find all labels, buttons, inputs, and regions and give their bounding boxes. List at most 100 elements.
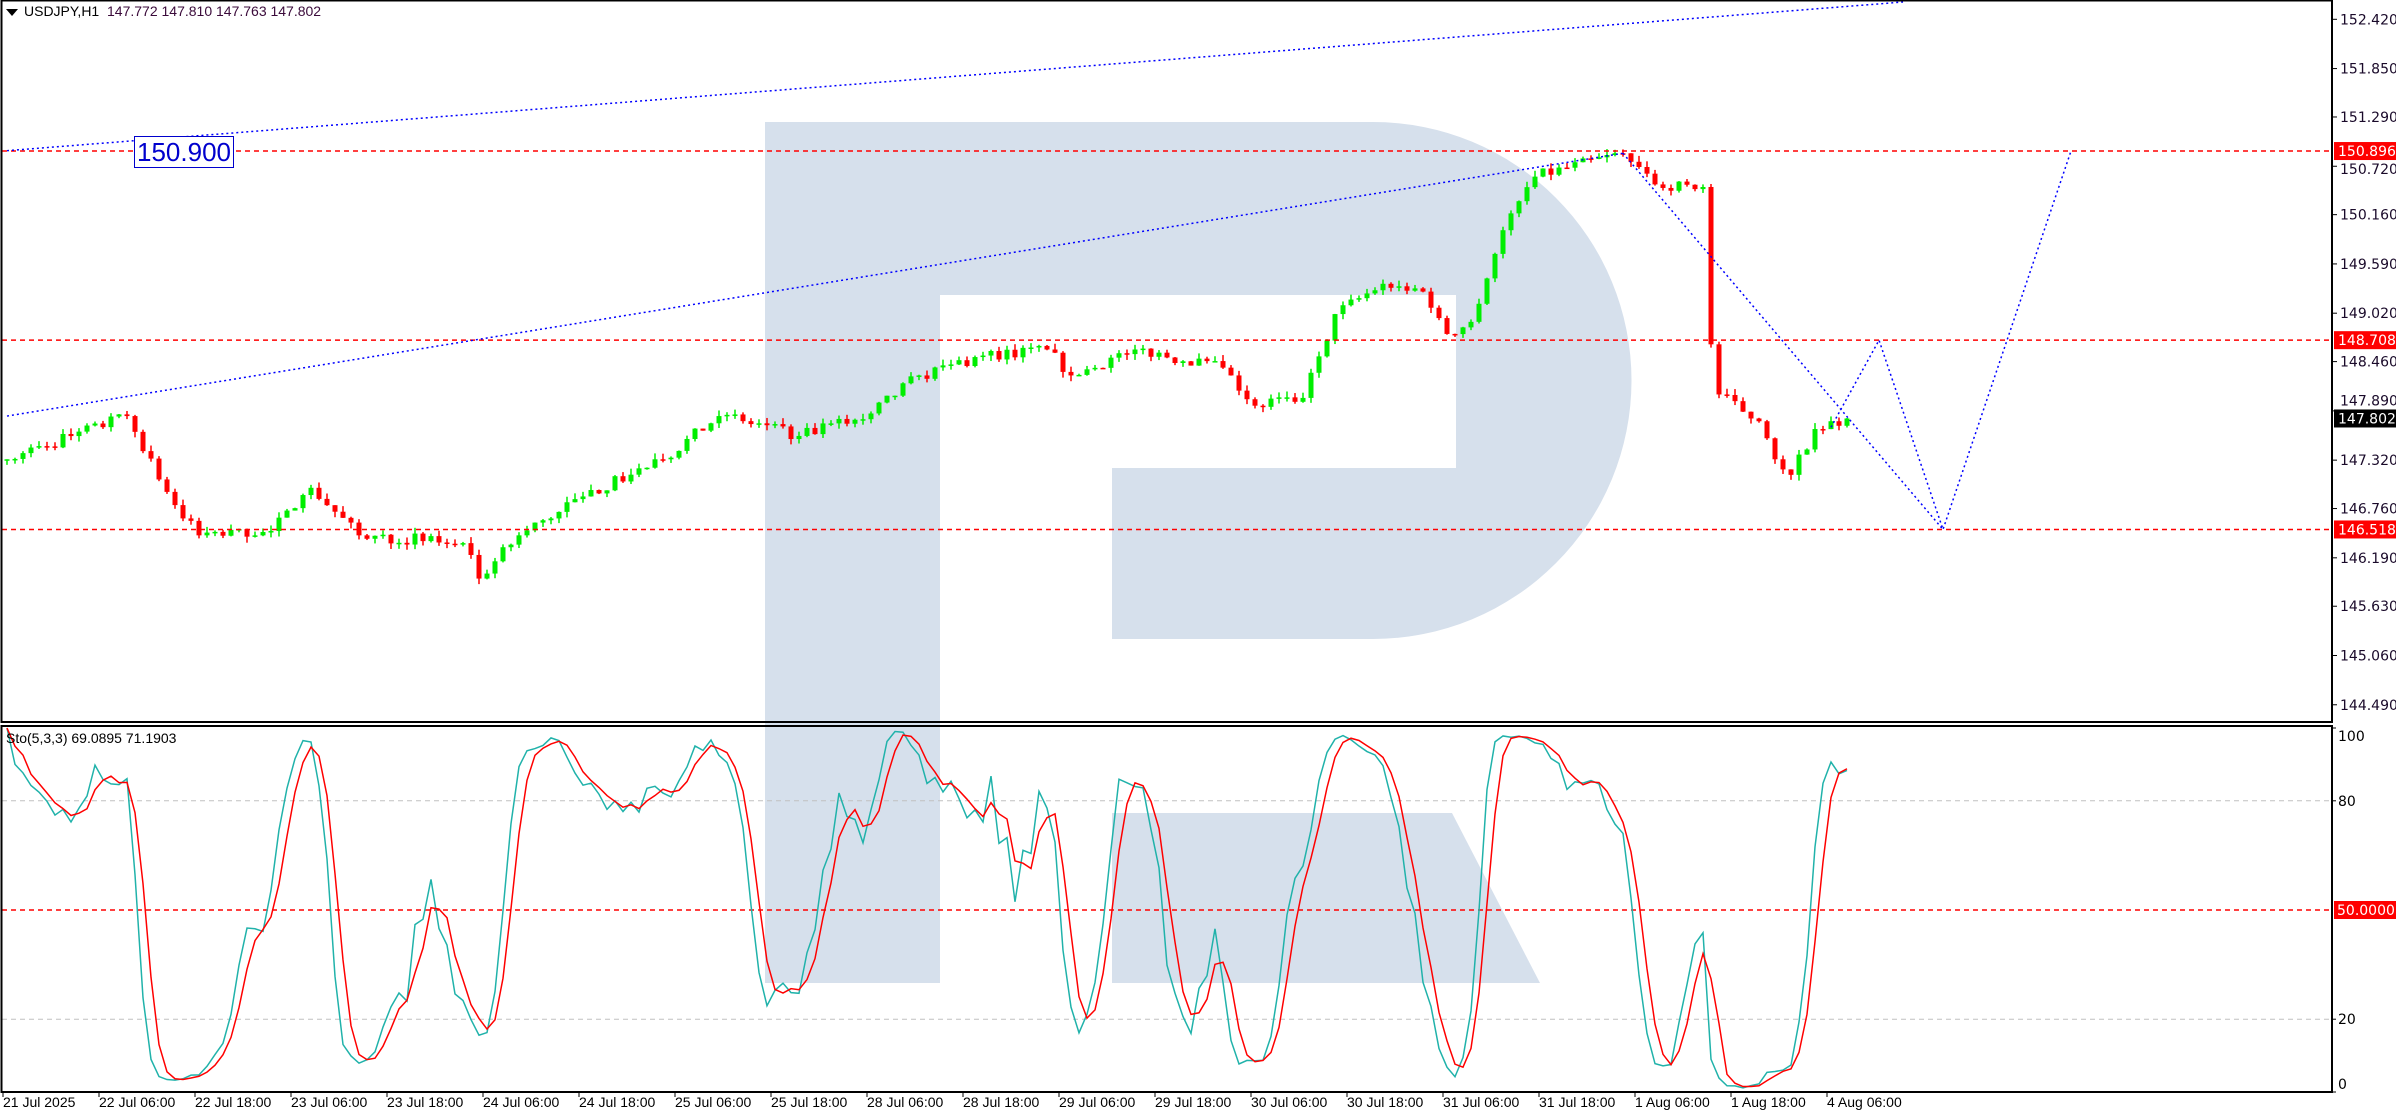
stochastic-panel-frame [0, 725, 2333, 1093]
candle-body [1116, 353, 1122, 358]
level-price-badge [2334, 331, 2396, 350]
candle-body [1204, 358, 1210, 362]
time-tick-label: 23 Jul 06:00 [291, 1094, 367, 1110]
candle-body [668, 457, 674, 460]
forecast-path[interactable] [1622, 152, 1944, 530]
time-tick-label: 24 Jul 06:00 [483, 1094, 559, 1110]
time-tick-label: 22 Jul 06:00 [99, 1094, 175, 1110]
candle-body [940, 365, 946, 368]
candle-body [404, 542, 410, 545]
price-annotation-label[interactable]: 150.900 [134, 136, 234, 168]
candle-body [1460, 327, 1466, 335]
candle-body [1844, 418, 1850, 426]
candle-body [1196, 358, 1202, 366]
candle-body [660, 459, 666, 461]
candle-body [1564, 167, 1570, 170]
candle-body [1028, 347, 1034, 349]
candle-body [1124, 353, 1130, 355]
time-tick-label: 1 Aug 06:00 [1635, 1094, 1710, 1110]
ohlc-values: 147.772 147.810 147.763 147.802 [107, 3, 322, 19]
candle-body [1380, 283, 1386, 291]
candle-body [476, 554, 482, 579]
candle-body [260, 532, 266, 536]
candle-body [1780, 459, 1786, 470]
candle-body [428, 536, 434, 542]
candle-body [964, 360, 970, 367]
candle-body [732, 414, 738, 416]
candle-body [868, 413, 874, 420]
candle-body [908, 376, 914, 384]
candle-body [1188, 361, 1194, 366]
candle-body [1060, 352, 1066, 372]
candle-body [684, 438, 690, 451]
candle-body [268, 531, 274, 533]
price-tick-label: 149.590 [2340, 257, 2396, 273]
candle-body [1796, 454, 1802, 475]
time-tick-label: 29 Jul 06:00 [1059, 1094, 1135, 1110]
candle-body [1140, 348, 1146, 351]
stochastic-signal-line [6, 727, 1848, 1088]
candle-body [1572, 162, 1578, 168]
candle-body [276, 517, 282, 532]
candle-body [1444, 318, 1450, 334]
candle-body [52, 446, 58, 448]
stochastic-title: Sto(5,3,3) 69.0895 71.1903 [6, 730, 177, 746]
candle-body [1700, 186, 1706, 190]
candle-body [188, 518, 194, 521]
candle-body [204, 532, 210, 536]
candle-body [700, 428, 706, 431]
candle-body [1044, 345, 1050, 350]
candles [4, 149, 1850, 585]
candle-body [1804, 449, 1810, 455]
time-tick-label: 29 Jul 18:00 [1155, 1094, 1231, 1110]
candle-body [1532, 176, 1538, 188]
candle-body [1716, 344, 1722, 395]
candle-body [100, 423, 106, 428]
price-tick-label: 148.460 [2340, 355, 2396, 371]
trendline[interactable] [6, 1, 1904, 152]
candle-body [1484, 278, 1490, 304]
candle-body [620, 476, 626, 482]
candle-body [444, 542, 450, 544]
candle-body [772, 424, 778, 426]
candle-body [996, 351, 1002, 360]
candle-body [1132, 349, 1138, 355]
candle-body [396, 542, 402, 545]
candle-body [1548, 168, 1554, 175]
time-tick-label: 1 Aug 18:00 [1731, 1094, 1806, 1110]
candle-body [452, 543, 458, 546]
candle-body [1668, 187, 1674, 191]
candle-body [756, 423, 762, 425]
candle-body [1660, 184, 1666, 188]
candle-body [1100, 367, 1106, 370]
candle-body [1332, 314, 1338, 341]
candle-body [524, 530, 530, 536]
candle-body [860, 419, 866, 421]
candle-body [1692, 184, 1698, 190]
candle-body [1516, 201, 1522, 214]
candle-body [1292, 397, 1298, 402]
candle-body [812, 427, 818, 435]
candle-body [140, 431, 146, 452]
candle-body [244, 529, 250, 537]
candle-body [628, 474, 634, 482]
candle-body [1788, 469, 1794, 475]
collapse-triangle-icon[interactable] [6, 8, 18, 16]
candle-body [1276, 397, 1282, 399]
price-tick-label: 146.190 [2340, 551, 2396, 567]
time-tick-label: 31 Jul 06:00 [1443, 1094, 1519, 1110]
candle-body [148, 451, 154, 459]
candle-body [692, 428, 698, 439]
time-tick-label: 22 Jul 18:00 [195, 1094, 271, 1110]
candle-body [1524, 187, 1530, 202]
candle-body [804, 427, 810, 436]
level-50-label: 50.0000 [2337, 903, 2395, 919]
candle-body [1316, 356, 1322, 373]
candle-body [764, 423, 770, 426]
candle-body [1492, 253, 1498, 279]
candle-body [988, 351, 994, 356]
candle-body [844, 418, 850, 424]
candle-body [604, 490, 610, 494]
candle-body [76, 431, 82, 437]
